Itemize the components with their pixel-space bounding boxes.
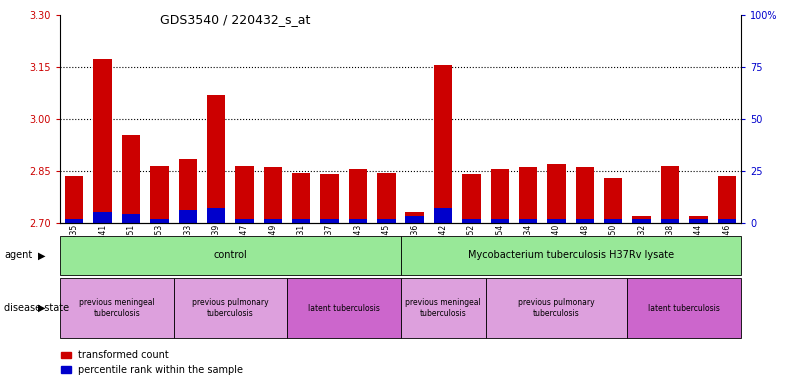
Bar (661, 218, 679, 223)
Bar (661, 166, 679, 223)
Bar (689, 218, 707, 223)
Bar (519, 218, 537, 223)
Bar (320, 174, 339, 223)
Bar (633, 218, 651, 223)
Bar (179, 159, 197, 223)
Text: latent tuberculosis: latent tuberculosis (308, 304, 380, 313)
Bar (207, 208, 225, 223)
Bar (627, 278, 741, 338)
Bar (264, 167, 282, 223)
Bar (604, 218, 622, 223)
Bar (292, 172, 311, 223)
Bar (400, 278, 485, 338)
Text: agent: agent (4, 250, 32, 260)
Bar (434, 65, 453, 223)
Text: control: control (213, 250, 248, 260)
Bar (434, 208, 453, 223)
Bar (718, 218, 736, 223)
Bar (462, 218, 481, 223)
Bar (60, 278, 174, 338)
Text: latent tuberculosis: latent tuberculosis (648, 304, 720, 313)
Bar (150, 166, 168, 223)
Legend: transformed count, percentile rank within the sample: transformed count, percentile rank withi… (61, 351, 244, 375)
Bar (519, 167, 537, 223)
Bar (174, 278, 287, 338)
Text: previous meningeal
tuberculosis: previous meningeal tuberculosis (405, 298, 481, 318)
Bar (65, 218, 83, 223)
Bar (179, 210, 197, 223)
Bar (462, 174, 481, 223)
Text: disease state: disease state (4, 303, 69, 313)
Bar (604, 178, 622, 223)
Bar (633, 216, 651, 223)
Bar (689, 216, 707, 223)
Bar (490, 169, 509, 223)
Bar (94, 58, 112, 223)
Bar (490, 218, 509, 223)
Bar (60, 236, 400, 275)
Bar (400, 236, 741, 275)
Bar (122, 134, 140, 223)
Bar (718, 176, 736, 223)
Bar (348, 218, 367, 223)
Bar (292, 218, 311, 223)
Bar (485, 278, 627, 338)
Bar (348, 169, 367, 223)
Bar (235, 166, 254, 223)
Bar (405, 212, 424, 223)
Text: ▶: ▶ (38, 250, 46, 260)
Bar (264, 218, 282, 223)
Bar (576, 218, 594, 223)
Bar (150, 218, 168, 223)
Text: previous pulmonary
tuberculosis: previous pulmonary tuberculosis (518, 298, 595, 318)
Bar (287, 278, 400, 338)
Bar (547, 218, 566, 223)
Text: previous pulmonary
tuberculosis: previous pulmonary tuberculosis (192, 298, 268, 318)
Bar (207, 95, 225, 223)
Bar (235, 218, 254, 223)
Text: GDS3540 / 220432_s_at: GDS3540 / 220432_s_at (160, 13, 311, 26)
Bar (405, 217, 424, 223)
Bar (122, 214, 140, 223)
Text: ▶: ▶ (38, 303, 46, 313)
Bar (94, 212, 112, 223)
Bar (377, 172, 396, 223)
Bar (377, 218, 396, 223)
Bar (65, 176, 83, 223)
Bar (320, 218, 339, 223)
Bar (576, 167, 594, 223)
Text: Mycobacterium tuberculosis H37Rv lysate: Mycobacterium tuberculosis H37Rv lysate (468, 250, 674, 260)
Bar (547, 164, 566, 223)
Text: previous meningeal
tuberculosis: previous meningeal tuberculosis (79, 298, 155, 318)
